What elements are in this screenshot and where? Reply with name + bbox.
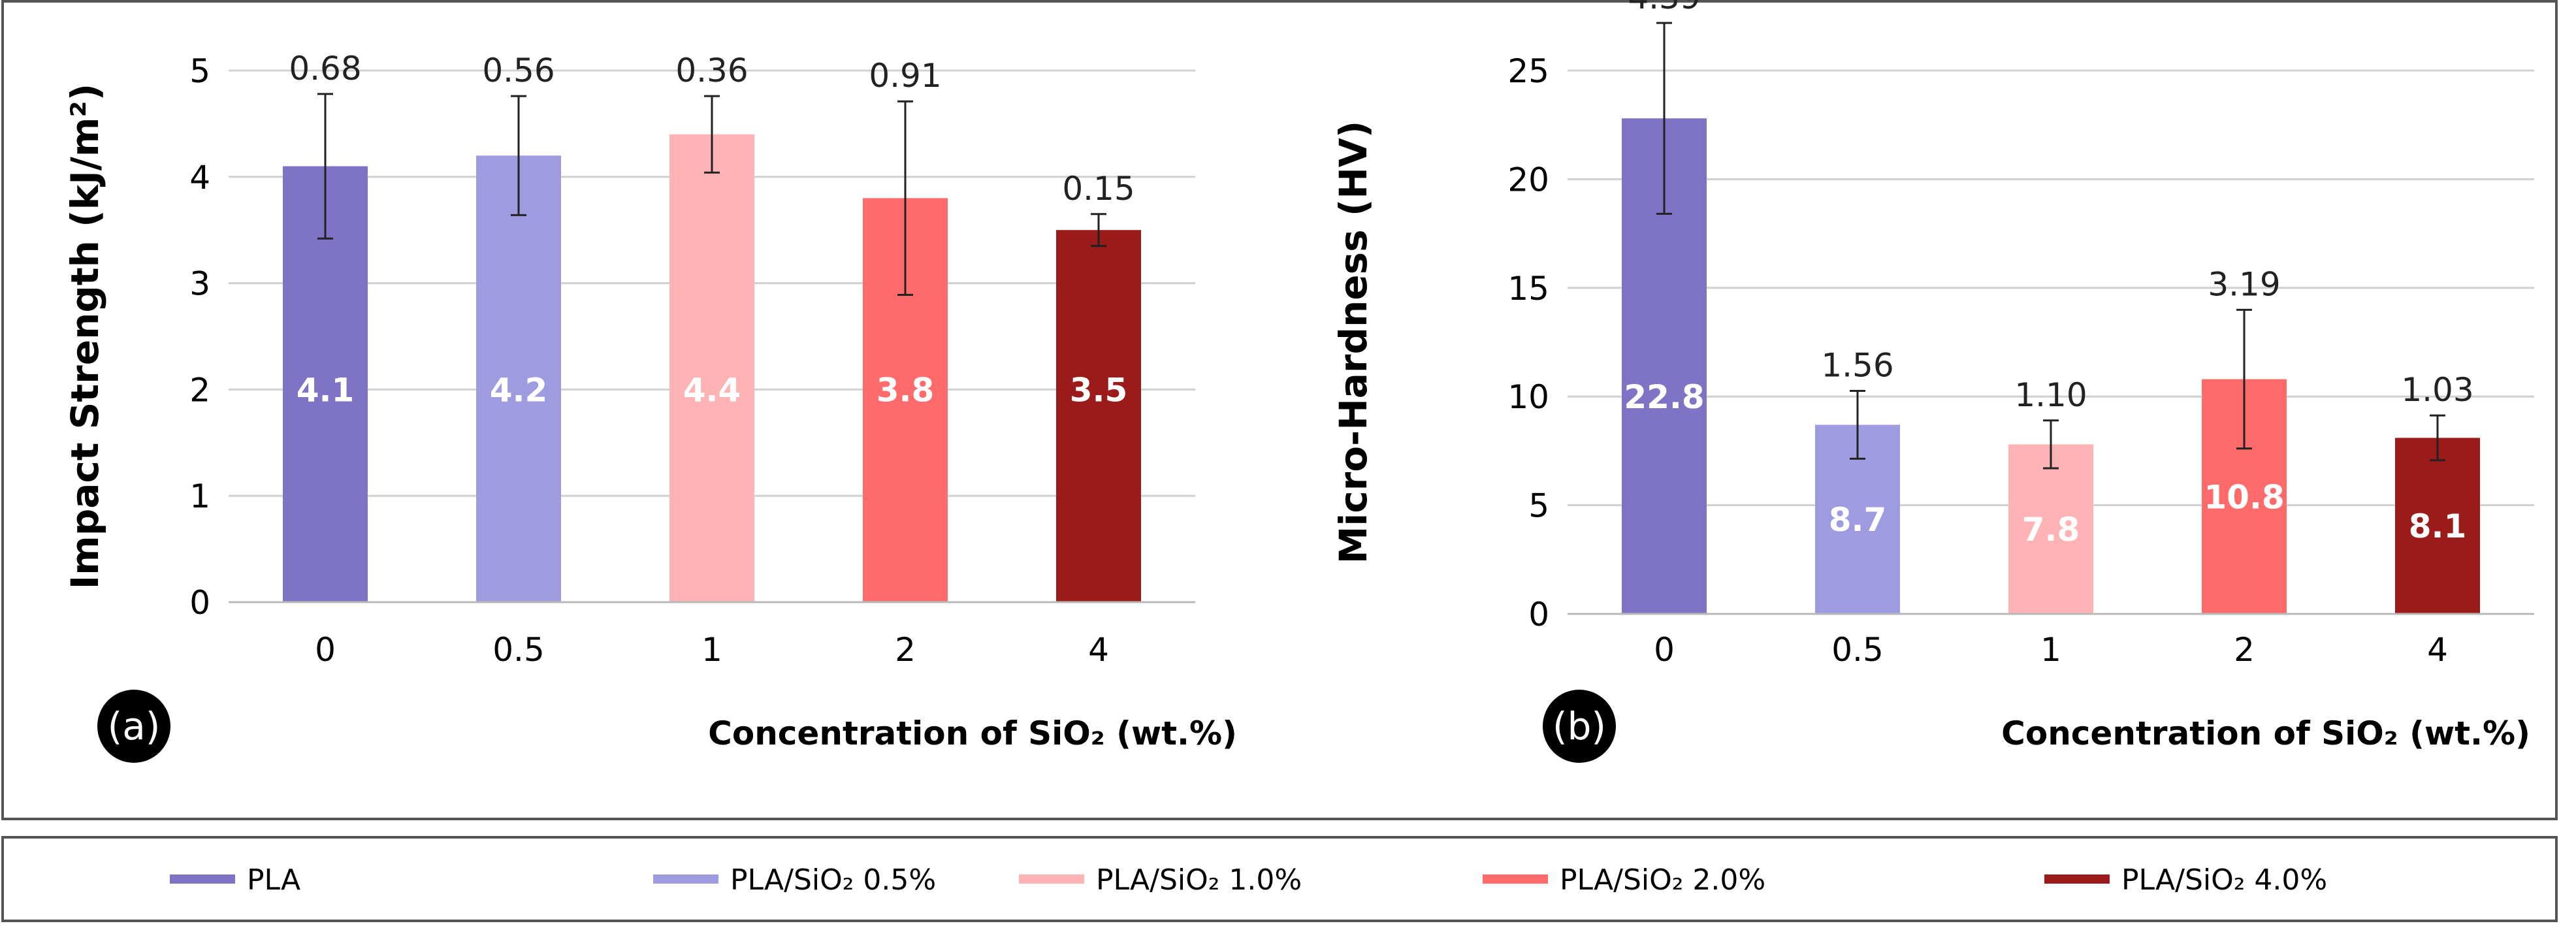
- panel-letter: (a): [108, 704, 161, 748]
- legend-frame: [1, 836, 2558, 922]
- legend-entry: PLA/SiO₂ 2.0%: [1560, 863, 1765, 897]
- legend-entry: PLA/SiO₂ 4.0%: [2121, 863, 2327, 897]
- error-label: 0.15: [1062, 170, 1135, 208]
- x-tick-label: 1: [701, 631, 722, 669]
- x-tick-label: 2: [895, 631, 916, 669]
- y-axis-title: Micro-Hardness (HV): [1331, 121, 1376, 564]
- x-tick-label: 0.5: [492, 631, 545, 669]
- panel-letter: (b): [1553, 704, 1606, 748]
- panel-letter-badge: [97, 690, 170, 763]
- legend: PLA PLA/SiO₂ 0.5% PLA/SiO₂ 1.0% PLA/SiO₂ 2.…: [170, 863, 2327, 897]
- error-label: 0.68: [289, 50, 361, 88]
- y-tick-label: 20: [1507, 161, 1549, 199]
- error-label: 0.36: [675, 52, 748, 89]
- value-label: 8.1: [2409, 507, 2467, 545]
- value-label: 22.8: [1624, 378, 1704, 416]
- error-label: 0.56: [482, 52, 555, 89]
- impact-strength-chart: 0 1 2 3 4 5 0.68 4.1 0 0.56 4.2 0.5 0.36 4.4 1 0.91 3.8 2…: [63, 50, 1237, 763]
- x-tick-label: 1: [2040, 631, 2061, 669]
- value-label: 7.8: [2022, 511, 2080, 549]
- x-axis-title: Concentration of SiO₂ (wt.%): [708, 714, 1237, 752]
- y-tick-label: 15: [1507, 270, 1549, 308]
- value-label: 4.2: [490, 371, 548, 409]
- error-label: 4.39: [1628, 0, 1700, 16]
- micro-hardness-chart: 0 5 10 15 20 25 4.39 22.8 0 1.56 8.7 0.5 1.10 7.8 1 3.1…: [1331, 0, 2534, 763]
- error-label: 1.03: [2401, 371, 2473, 409]
- error-label: 3.19: [2208, 265, 2280, 303]
- y-tick-label: 25: [1507, 52, 1549, 90]
- x-tick-label: 4: [2427, 631, 2448, 669]
- x-tick-label: 0: [315, 631, 336, 669]
- panel-letter-badge: [1543, 690, 1616, 763]
- y-tick-label: 5: [1528, 487, 1549, 525]
- x-tick-label: 0: [1654, 631, 1675, 669]
- bar-4: [2395, 438, 2480, 614]
- bar-1: [669, 134, 754, 602]
- y-tick-label: 1: [189, 477, 210, 515]
- legend-entry: PLA/SiO₂ 0.5%: [730, 863, 936, 897]
- error-label: 1.56: [1821, 347, 1893, 385]
- value-label: 3.8: [877, 371, 935, 409]
- bar-0.5: [476, 155, 561, 603]
- legend-entry: PLA: [247, 863, 300, 897]
- error-label: 1.10: [2014, 376, 2087, 414]
- y-tick-label: 0: [1528, 596, 1549, 633]
- value-label: 10.8: [2204, 478, 2284, 516]
- y-tick-label: 5: [189, 52, 210, 90]
- y-tick-label: 2: [189, 371, 210, 409]
- x-axis-title: Concentration of SiO₂ (wt.%): [2001, 714, 2530, 752]
- bar-4: [1056, 230, 1141, 602]
- bar-1: [2008, 444, 2093, 614]
- legend-entry: PLA/SiO₂ 1.0%: [1096, 863, 1302, 897]
- y-tick-label: 3: [189, 265, 210, 303]
- y-axis-title: Impact Strength (kJ/m²): [63, 84, 107, 590]
- x-tick-label: 4: [1088, 631, 1109, 669]
- y-tick-label: 10: [1507, 378, 1549, 416]
- x-tick-label: 0.5: [1831, 631, 1884, 669]
- value-label: 4.4: [683, 371, 741, 409]
- value-label: 3.5: [1070, 371, 1128, 409]
- value-label: 4.1: [297, 371, 355, 409]
- x-tick-label: 2: [2234, 631, 2255, 669]
- error-label: 0.91: [869, 57, 941, 95]
- y-tick-label: 0: [189, 584, 210, 622]
- y-tick-label: 4: [189, 159, 210, 197]
- value-label: 8.7: [1829, 501, 1887, 539]
- charts-frame: [1, 0, 2558, 820]
